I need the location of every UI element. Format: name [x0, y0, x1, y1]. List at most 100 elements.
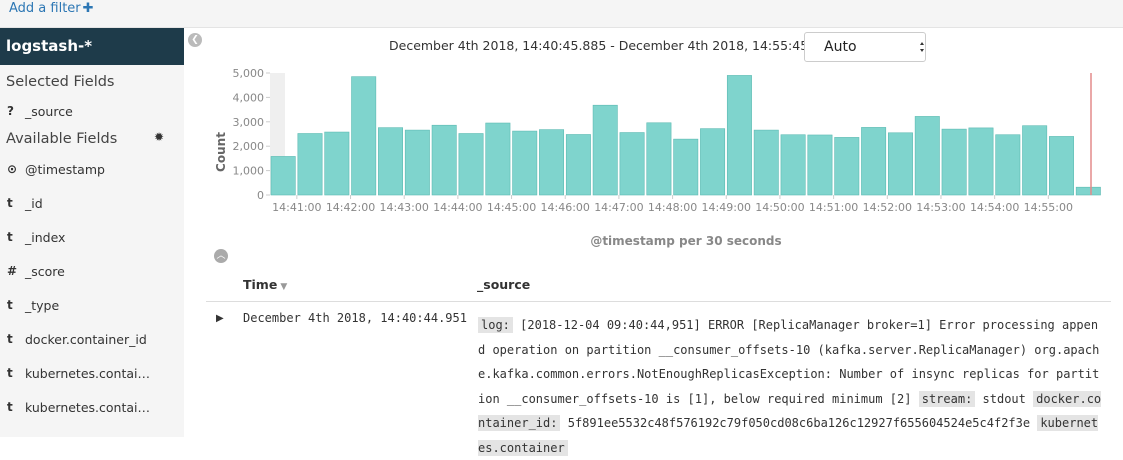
source-column-header: _source	[477, 277, 531, 292]
x-tick-label: 14:55:00	[1024, 201, 1073, 214]
field-type-icon: #	[7, 264, 18, 278]
time-column-header[interactable]: Time ▼	[243, 277, 287, 292]
field-key: log:	[478, 317, 513, 333]
y-tick-label: 5,000	[233, 68, 265, 80]
row-source: log: [2018-12-04 09:40:44,951] ERROR [Re…	[478, 313, 1104, 460]
x-tick-label: 14:52:00	[863, 201, 912, 214]
histogram-bar[interactable]	[619, 132, 645, 196]
time-range-text: December 4th 2018, 14:40:45.885 - Decemb…	[389, 38, 853, 53]
histogram-bar[interactable]	[270, 156, 296, 196]
x-tick-label: 14:46:00	[541, 201, 590, 214]
histogram-chart[interactable]: 5,000 4,000 3,000 2,000 1,000 0 14:41:00 14:42…	[184, 68, 1123, 248]
histogram-bar[interactable]	[780, 134, 806, 196]
x-axis-label: @timestamp per 30 seconds	[590, 234, 781, 248]
y-tick-label: 4,000	[233, 91, 265, 104]
available-fields-label: Available Fields	[6, 131, 118, 147]
expand-row-icon[interactable]: ▶	[216, 313, 224, 324]
x-tick-label: 14:41:00	[272, 201, 321, 214]
available-fields-title: Available Fields ✹	[0, 125, 184, 155]
field-key: stream:	[918, 390, 976, 407]
x-tick-label: 14:48:00	[648, 201, 697, 214]
field-name: _source	[25, 104, 73, 119]
x-tick-label: 14:50:00	[755, 201, 804, 214]
histogram-bar[interactable]	[485, 122, 511, 196]
histogram-bar[interactable]	[673, 138, 699, 196]
histogram-bar[interactable]	[404, 129, 430, 196]
x-tick-label: 14:45:00	[487, 201, 536, 214]
x-tick-label: 14:43:00	[379, 201, 428, 214]
field-type-icon: t	[7, 366, 13, 380]
index-pattern-title[interactable]: logstash-*	[0, 28, 184, 65]
plus-icon: ✚	[82, 1, 94, 16]
field-value: stdout	[982, 391, 1026, 406]
y-tick-label: 3,000	[233, 116, 265, 129]
field-name: _id	[25, 196, 43, 211]
clock-icon: ⊙	[7, 162, 18, 176]
histogram-bar[interactable]	[458, 133, 484, 196]
x-tick-label: 14:44:00	[433, 201, 482, 214]
histogram-bar[interactable]	[914, 116, 940, 196]
histogram-bar[interactable]	[861, 127, 887, 196]
histogram-bar[interactable]	[834, 137, 860, 196]
histogram-bar[interactable]	[941, 128, 967, 196]
histogram-bar[interactable]	[351, 76, 377, 196]
collapse-sidebar-icon[interactable]: ❮	[188, 33, 202, 47]
histogram-bar[interactable]	[565, 134, 591, 196]
histogram-bar[interactable]	[1022, 125, 1048, 196]
filter-bar: Add a filter ✚	[0, 0, 1123, 28]
row-time: December 4th 2018, 14:40:44.951	[243, 311, 467, 325]
x-tick-label: 14:51:00	[809, 201, 858, 214]
histogram-bar[interactable]	[995, 134, 1021, 196]
sort-down-icon[interactable]: ▼	[280, 282, 288, 292]
field-type-icon: t	[7, 196, 13, 210]
histogram-bar[interactable]	[646, 122, 672, 196]
x-tick-label: 14:49:00	[702, 201, 751, 214]
field-name: docker.container_id	[25, 332, 147, 347]
histogram-bar[interactable]	[431, 124, 457, 196]
field-value: 5f891ee5532c48f576192c79f050cd08c6ba126c…	[567, 416, 1031, 430]
x-tick-label: 14:53:00	[916, 201, 965, 214]
histogram-bar[interactable]	[539, 129, 565, 196]
y-axis-label: Count	[214, 132, 228, 172]
x-tick-label: 14:54:00	[970, 201, 1019, 214]
histogram-bar[interactable]	[726, 75, 752, 196]
histogram-bar[interactable]	[700, 128, 726, 196]
field-type-icon: t	[7, 230, 13, 244]
field-name: kubernetes.contai…	[25, 366, 150, 381]
field-type-icon: t	[7, 400, 13, 414]
field-sidebar: logstash-* Selected Fields ? _source Ava…	[0, 28, 184, 437]
time-column-label: Time	[243, 277, 278, 292]
gear-icon[interactable]: ✹	[154, 130, 165, 144]
field-type-icon: t	[7, 298, 13, 312]
histogram-bar[interactable]	[592, 104, 618, 196]
histogram-bar[interactable]	[512, 130, 538, 196]
interval-value: Auto	[824, 39, 857, 55]
add-filter-label: Add a filter	[9, 1, 81, 16]
histogram-bar[interactable]	[753, 129, 779, 196]
chevron-down-icon	[920, 42, 924, 52]
histogram-bar[interactable]	[297, 133, 323, 196]
field-type-icon: t	[7, 332, 13, 346]
histogram-bar[interactable]	[324, 131, 350, 196]
selected-fields-title: Selected Fields	[6, 74, 115, 90]
histogram-bar[interactable]	[887, 132, 913, 196]
x-tick-label: 14:42:00	[326, 201, 375, 214]
field-value: [2018-12-04 09:40:44,951] ERROR [Replica…	[478, 318, 1100, 406]
collapse-chart-icon[interactable]: ︿	[214, 249, 228, 263]
table-header: Time ▼ _source	[206, 272, 1111, 302]
interval-select[interactable]: Auto	[804, 32, 926, 62]
y-tick-label: 2,000	[233, 140, 265, 153]
add-filter-link[interactable]: Add a filter ✚	[9, 1, 94, 16]
field-name: _index	[25, 230, 66, 245]
field-type-icon: ?	[7, 104, 14, 118]
histogram-bar[interactable]	[378, 127, 403, 196]
y-tick-label: 1,000	[233, 165, 265, 178]
histogram-bar[interactable]	[968, 127, 994, 196]
x-tick-label: 14:47:00	[594, 201, 643, 214]
histogram-bar[interactable]	[807, 134, 833, 196]
field-name: @timestamp	[25, 162, 105, 177]
field-name: _score	[25, 264, 65, 279]
y-tick-label: 0	[257, 189, 264, 202]
histogram-bar[interactable]	[1049, 136, 1074, 196]
histogram-bar[interactable]	[1075, 186, 1101, 196]
